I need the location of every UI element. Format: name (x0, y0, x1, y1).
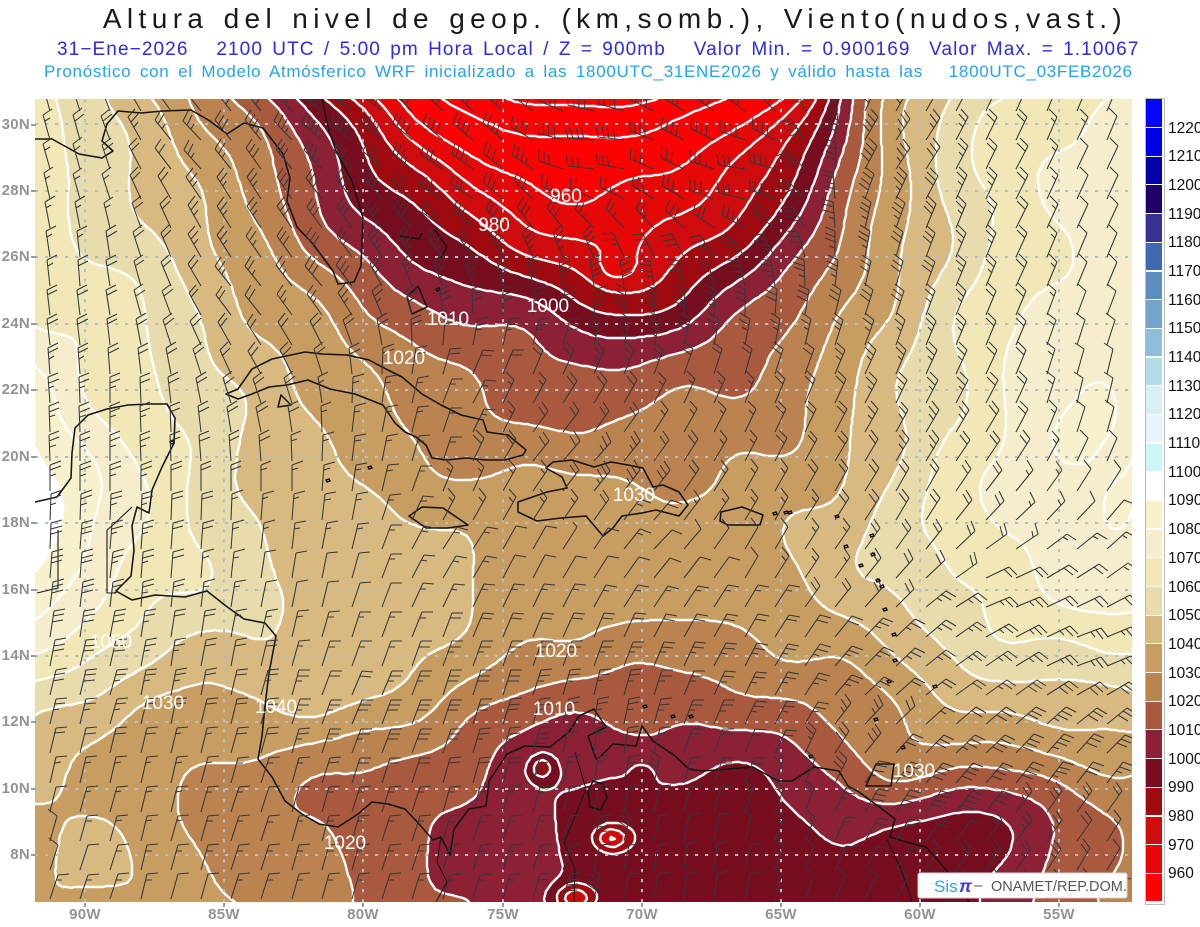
svg-text:1010: 1010 (427, 309, 469, 330)
svg-text:1030: 1030 (893, 761, 935, 782)
svg-text:1010: 1010 (533, 699, 575, 720)
svg-text:1020: 1020 (535, 641, 577, 662)
svg-text:Sis: Sis (934, 877, 958, 896)
svg-text:ONAMET/REP.DOM.: ONAMET/REP.DOM. (991, 879, 1127, 895)
svg-text:1030: 1030 (142, 693, 184, 714)
svg-text:1040: 1040 (255, 697, 297, 718)
svg-text:1000: 1000 (527, 296, 569, 317)
svg-text:1020: 1020 (383, 348, 425, 369)
svg-text:960: 960 (550, 186, 582, 207)
svg-text:980: 980 (478, 215, 510, 236)
svg-text:1050: 1050 (90, 632, 132, 653)
svg-text:–: – (974, 877, 983, 894)
svg-text:1020: 1020 (324, 833, 366, 854)
svg-text:1030: 1030 (613, 485, 655, 506)
svg-text:π: π (959, 876, 972, 896)
